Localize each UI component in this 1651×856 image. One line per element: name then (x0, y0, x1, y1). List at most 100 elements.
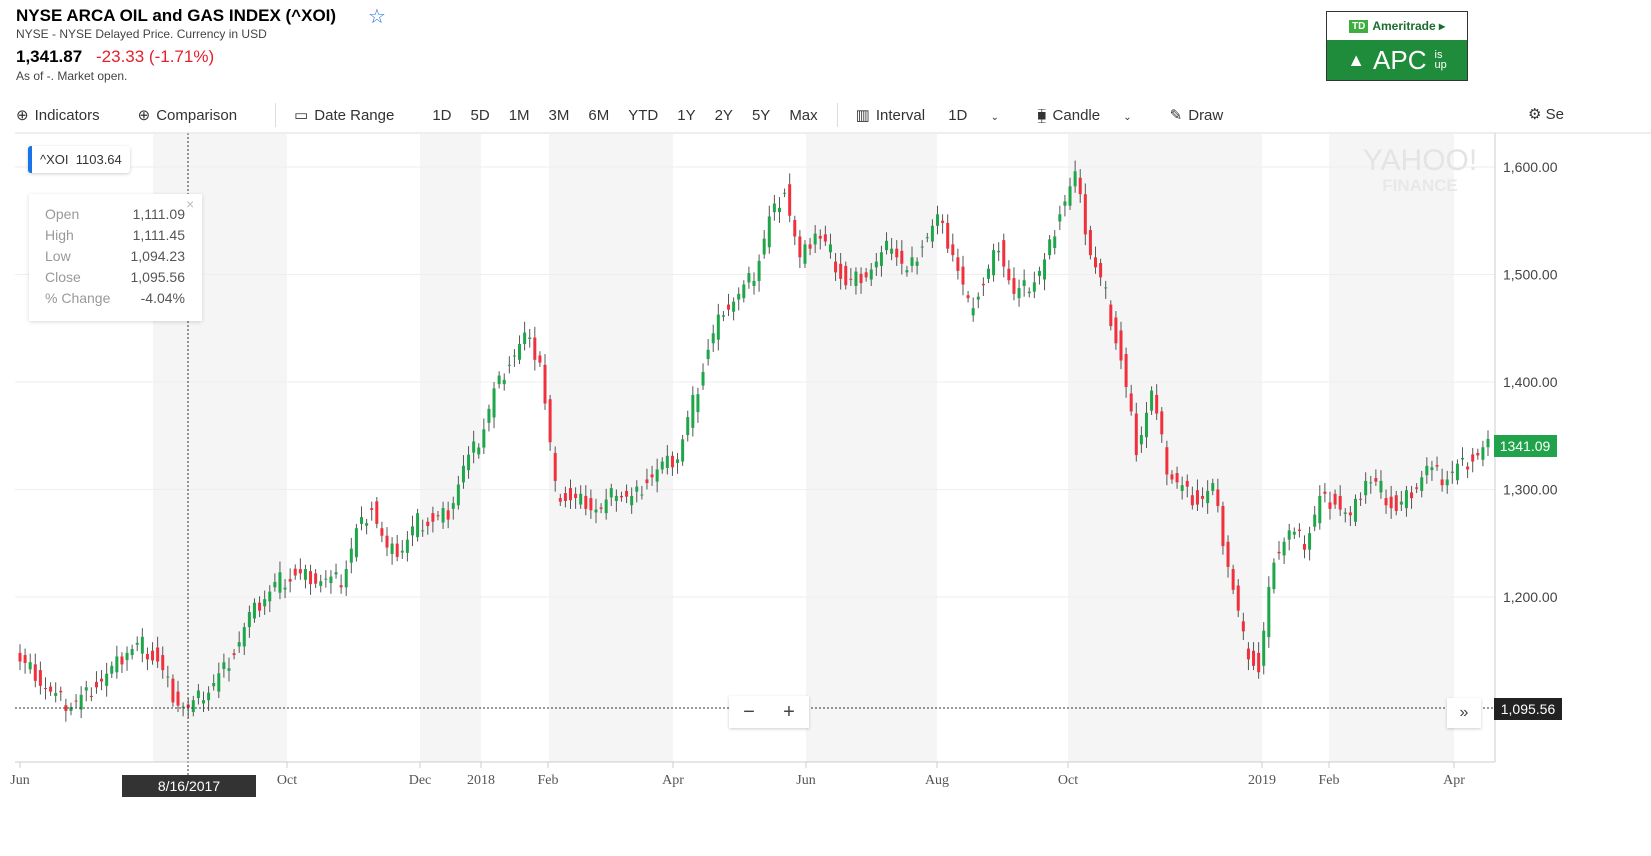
candle-body (1389, 496, 1393, 509)
settings-button[interactable]: ⚙ Se (1528, 105, 1564, 123)
comparison-button[interactable]: ⊕ Comparison (138, 106, 256, 124)
tooltip-value: 1,095.56 (130, 269, 186, 285)
candle-body (1022, 280, 1026, 286)
candle-body (1257, 652, 1261, 673)
candle-body (436, 515, 440, 517)
range-6m[interactable]: 6M (588, 106, 610, 124)
candle-body (456, 484, 460, 506)
candle-body (757, 260, 761, 281)
candle-body (1415, 487, 1419, 489)
candle-body (247, 612, 251, 628)
crosshair-date-label: 8/16/2017 (122, 775, 256, 797)
candle-body (207, 692, 211, 701)
candle-body (1455, 463, 1459, 481)
candle-body (1012, 278, 1016, 294)
range-2y[interactable]: 2Y (714, 106, 733, 124)
month-band (1068, 134, 1262, 762)
candle-body (258, 602, 262, 611)
candle-body (1190, 495, 1194, 506)
series-legend[interactable]: ^XOI 1103.64 (28, 146, 130, 173)
candle-body (477, 447, 481, 455)
candle-body (237, 642, 241, 647)
candle-body (309, 571, 313, 585)
indicators-button[interactable]: ⊕ Indicators (16, 106, 119, 124)
comparison-label: Comparison (156, 107, 238, 124)
candle-body (405, 539, 409, 553)
td-ameritrade-ad[interactable]: TD Ameritrade ▸ ▲ APC is up (1326, 11, 1468, 81)
candle-body (660, 461, 664, 470)
range-1m[interactable]: 1M (508, 106, 530, 124)
scroll-to-end-button[interactable]: » (1447, 698, 1481, 728)
candle-body (579, 493, 583, 505)
current-price-marker (1494, 435, 1557, 457)
range-5d[interactable]: 5D (470, 106, 490, 124)
candle-body (395, 543, 399, 557)
candle-body (1440, 479, 1444, 486)
star-icon[interactable]: ☆ (368, 6, 386, 28)
interval-label: Interval (875, 107, 926, 124)
candle-body (426, 521, 430, 527)
candle-body (665, 455, 669, 468)
candle-body (834, 261, 838, 273)
candle-body (828, 244, 832, 253)
candle-body (941, 220, 945, 223)
candle-body (110, 665, 114, 674)
draw-button[interactable]: ✎ Draw (1170, 106, 1243, 124)
candle-body (645, 479, 649, 484)
candle-body (166, 676, 170, 678)
candle-body (1338, 495, 1342, 510)
draw-label: Draw (1188, 107, 1224, 124)
interval-dropdown[interactable]: ▥ Interval 1D ⌄ (856, 106, 1018, 124)
range-ytd[interactable]: YTD (628, 106, 659, 124)
candle-body (1481, 447, 1485, 460)
candle-body (518, 344, 522, 360)
x-tick-label: 2019 (1248, 773, 1276, 788)
candle-body (196, 690, 200, 699)
candle-body (563, 493, 567, 501)
month-band (806, 134, 937, 762)
candle-body (202, 700, 205, 704)
candle-body (1180, 485, 1184, 491)
candle-body (1313, 514, 1317, 527)
chart-type-dropdown[interactable]: ⧯ Candle ⌄ (1037, 107, 1151, 124)
zoom-in-button[interactable]: + (783, 700, 795, 723)
candle-body (1160, 411, 1164, 435)
ad-is: is (1434, 49, 1443, 61)
candle-body (191, 700, 195, 713)
candle-body (1348, 512, 1352, 516)
candle-body (385, 535, 389, 548)
candle-body (441, 508, 445, 523)
plus-circle-icon: ⊕ (16, 107, 29, 124)
candle-body (334, 572, 338, 575)
candle-body (1109, 304, 1113, 327)
date-range-button[interactable]: ▭ Date Range (294, 106, 413, 124)
pencil-icon: ✎ (1169, 107, 1183, 124)
yahoo-watermark: YAHOO! (1363, 144, 1477, 177)
range-3m[interactable]: 3M (548, 106, 570, 124)
candle-body (1104, 287, 1108, 289)
range-1y[interactable]: 1Y (677, 106, 696, 124)
x-tick-label: Feb (1319, 773, 1340, 788)
candle-body (839, 263, 843, 279)
candle-body (319, 581, 323, 586)
x-tick-label: Apr (1443, 773, 1465, 788)
candle-body (594, 509, 598, 513)
range-1d[interactable]: 1D (432, 106, 452, 124)
range-max[interactable]: Max (789, 106, 818, 124)
tooltip-label: Low (45, 248, 71, 264)
candle-body (324, 578, 328, 580)
close-icon[interactable]: × (186, 196, 195, 212)
range-5y[interactable]: 5Y (751, 106, 771, 124)
candle-body (1461, 457, 1465, 460)
candle-body (115, 656, 119, 673)
candle-body (212, 683, 216, 687)
candle-body (976, 296, 980, 300)
candle-body (314, 573, 318, 584)
candle-body (43, 688, 47, 690)
tooltip-label: Open (45, 206, 80, 222)
candle-body (844, 265, 848, 286)
candle-body (548, 399, 552, 443)
candle-body (1282, 541, 1286, 556)
zoom-out-button[interactable]: − (743, 700, 755, 723)
